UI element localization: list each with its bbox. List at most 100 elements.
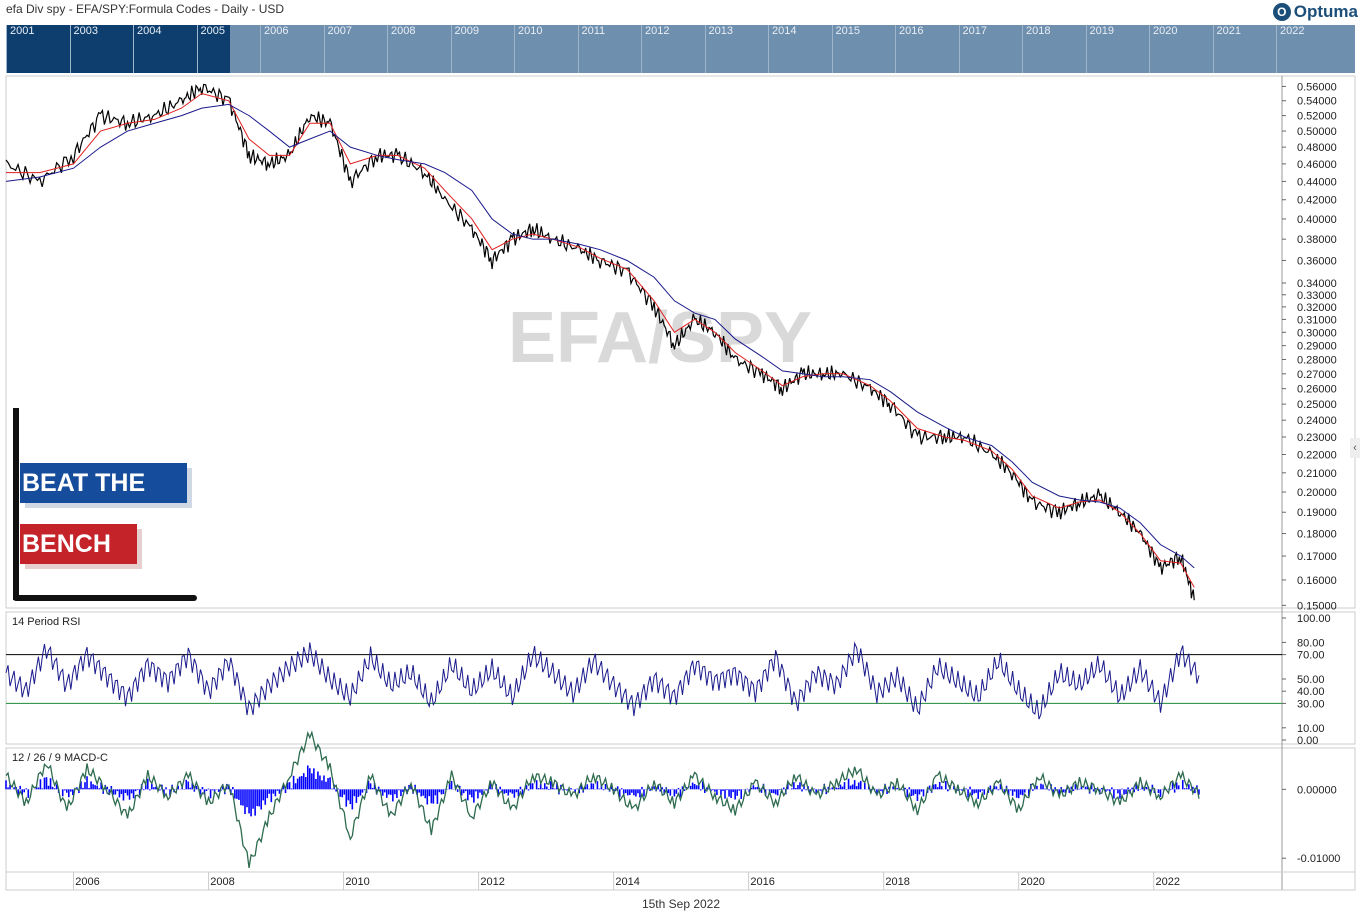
beat-the-bench-logo: BEAT THE BENCH [10,408,200,604]
price-y-tick-label: 0.56000 [1297,81,1337,93]
price-line [5,83,1195,601]
navigator-year-label[interactable]: 2005 [196,25,225,73]
x-axis-frame [5,871,1356,891]
rsi-y-tick-label: 80.00 [1297,637,1325,649]
panel-frame [5,611,1356,745]
navigator-year-label[interactable]: 2009 [450,25,479,73]
watermark-text: EFA/SPY [508,298,812,378]
price-y-tick-label: 0.38000 [1297,234,1337,246]
logo-bench: BENCH [20,524,137,564]
navigator-year-label[interactable]: 2014 [768,25,796,73]
fast-moving-average-line [6,92,1195,588]
navigator-year-label[interactable]: 2021 [1212,25,1241,73]
price-y-tick-label: 0.33000 [1297,290,1337,302]
navigator-year-label[interactable]: 2010 [514,25,542,73]
price-y-tick-label: 0.29000 [1297,341,1337,353]
navigator-year-label[interactable]: 2019 [1085,25,1114,73]
price-y-tick-label: 0.19000 [1297,507,1337,519]
price-y-tick-label: 0.28000 [1297,354,1337,366]
rsi-y-tick-label: 0.00 [1297,735,1318,747]
panel-collapse-chevron-icon[interactable]: ‹ [1350,438,1360,458]
x-tick-label: 2014 [615,876,639,888]
navigator-year-label[interactable]: 2001 [6,25,34,73]
price-y-tick-label: 0.17000 [1297,551,1337,563]
price-y-tick-label: 0.48000 [1297,142,1337,154]
rsi-y-tick-label: 100.00 [1297,613,1331,625]
date-range-navigator[interactable]: 2001 2003 2004 2005 2006 2007 2008 2009 2010 2011… [6,25,1355,73]
price-y-tick-label: 0.44000 [1297,176,1337,188]
price-y-tick-label: 0.30000 [1297,327,1337,339]
navigator-year-label[interactable]: 2006 [260,25,288,73]
navigator-year-label[interactable]: 2008 [387,25,415,73]
optuma-logo: O Optuma [1272,2,1358,22]
price-y-tick-label: 0.27000 [1297,369,1337,381]
navigator-selected-range[interactable] [6,25,230,73]
chart-header-title: efa Div spy - EFA/SPY:Formula Codes - Da… [6,2,285,16]
x-tick-label: 2012 [480,876,504,888]
navigator-year-label[interactable]: 2011 [577,25,605,73]
optuma-logo-text: Optuma [1293,2,1358,21]
rsi-panel-label: 14 Period RSI [12,616,80,628]
macd-panel-label: 12 / 26 / 9 MACD-C [12,752,108,764]
navigator-year-label[interactable]: 2022 [1276,25,1304,73]
macd-line [5,730,1200,868]
navigator-year-label[interactable]: 2004 [133,25,161,73]
price-y-tick-label: 0.26000 [1297,384,1337,396]
price-panel: 0.56000 0.54000 0.52000 0.50000 0.48000 0.460… [5,81,1337,612]
price-y-tick-label: 0.32000 [1297,302,1337,314]
price-y-tick-label: 0.21000 [1297,468,1337,480]
rsi-y-tick-label: 30.00 [1297,698,1325,710]
current-date-label: 15th Sep 2022 [641,897,721,911]
rsi-y-tick-label: 40.00 [1297,686,1325,698]
x-tick-label: 2006 [75,876,99,888]
price-y-tick-label: 0.36000 [1297,255,1337,267]
panel-frame [5,75,1356,609]
price-y-tick-label: 0.31000 [1297,314,1337,326]
navigator-year-label[interactable]: 2017 [958,25,987,73]
price-y-tick-label: 0.46000 [1297,159,1337,171]
x-tick-label: 2018 [885,876,909,888]
navigator-year-label[interactable]: 2018 [1022,25,1050,73]
navigator-year-label[interactable]: 2013 [704,25,733,73]
price-y-tick-label: 0.54000 [1297,96,1337,108]
navigator-year-label[interactable]: 2012 [641,25,669,73]
rsi-y-tick-label: 50.00 [1297,674,1325,686]
price-y-tick-label: 0.20000 [1297,487,1337,499]
x-tick-label: 2022 [1155,876,1179,888]
rsi-y-tick-label: 10.00 [1297,723,1325,735]
rsi-line [5,641,1200,720]
rsi-y-tick-label: 70.00 [1297,650,1325,662]
panel-frame [5,747,1356,873]
slow-moving-average-line [5,103,1195,569]
navigator-year-label[interactable]: 2015 [831,25,860,73]
x-tick-label: 2010 [345,876,369,888]
price-y-tick-label: 0.22000 [1297,449,1337,461]
price-y-tick-label: 0.52000 [1297,111,1337,123]
price-y-tick-label: 0.24000 [1297,415,1337,427]
price-y-tick-label: 0.40000 [1297,214,1337,226]
x-tick-label: 2020 [1020,876,1044,888]
x-tick-label: 2016 [750,876,774,888]
x-axis: 2006 2008 2010 2012 2014 2016 2018 2020 2022 [73,872,1180,890]
price-y-tick-label: 0.15000 [1297,600,1337,612]
macd-y-tick-label: -0.01000 [1297,853,1340,865]
macd-panel: 0.00000 -0.01000 [5,730,1340,868]
price-y-tick-label: 0.50000 [1297,126,1337,138]
logo-horizontal-bar [13,595,197,601]
price-y-tick-label: 0.16000 [1297,575,1337,587]
navigator-year-label[interactable]: 2007 [323,25,352,73]
logo-vertical-bar [13,408,19,600]
logo-beat-the: BEAT THE [20,463,187,503]
price-y-tick-label: 0.25000 [1297,399,1337,411]
x-tick-label: 2008 [210,876,234,888]
macd-y-tick-label: 0.00000 [1297,784,1337,796]
price-y-tick-label: 0.34000 [1297,278,1337,290]
price-y-tick-label: 0.18000 [1297,529,1337,541]
price-y-tick-label: 0.42000 [1297,195,1337,207]
navigator-year-label[interactable]: 2020 [1149,25,1177,73]
price-y-tick-label: 0.23000 [1297,432,1337,444]
navigator-year-label[interactable]: 2016 [895,25,923,73]
navigator-year-label[interactable]: 2003 [69,25,98,73]
